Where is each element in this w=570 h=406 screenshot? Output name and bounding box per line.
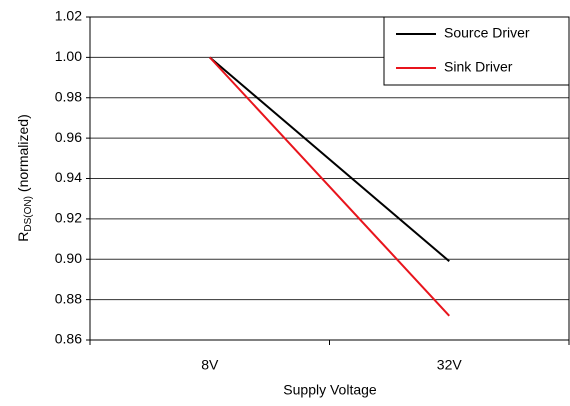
y-tick-label: 0.94 [55, 169, 82, 185]
x-axis-label: Supply Voltage [283, 382, 377, 398]
series-line [209, 56, 450, 317]
y-tick-label: 0.90 [55, 250, 82, 266]
x-tick-label: 32V [437, 357, 463, 373]
y-label-sub: DS(ON) [23, 196, 34, 232]
y-tick-label: 0.98 [55, 88, 82, 104]
y-tick-label: 0.96 [55, 129, 82, 145]
y-tick-label: 1.02 [55, 8, 82, 24]
y-label-main: R [15, 232, 31, 242]
legend-box [383, 16, 570, 86]
x-tick-label: 8V [201, 357, 219, 373]
y-label-suffix: (normalized) [15, 114, 31, 192]
legend-label: Sink Driver [444, 59, 513, 75]
legend-label: Source Driver [444, 25, 530, 41]
y-tick-label: 1.00 [55, 48, 82, 64]
y-axis-label: RDS(ON) (normalized) [15, 114, 34, 242]
y-tick-label: 0.92 [55, 210, 82, 226]
y-tick-label: 0.86 [55, 331, 82, 347]
y-tick-label: 0.88 [55, 290, 82, 306]
series-line [209, 56, 450, 263]
